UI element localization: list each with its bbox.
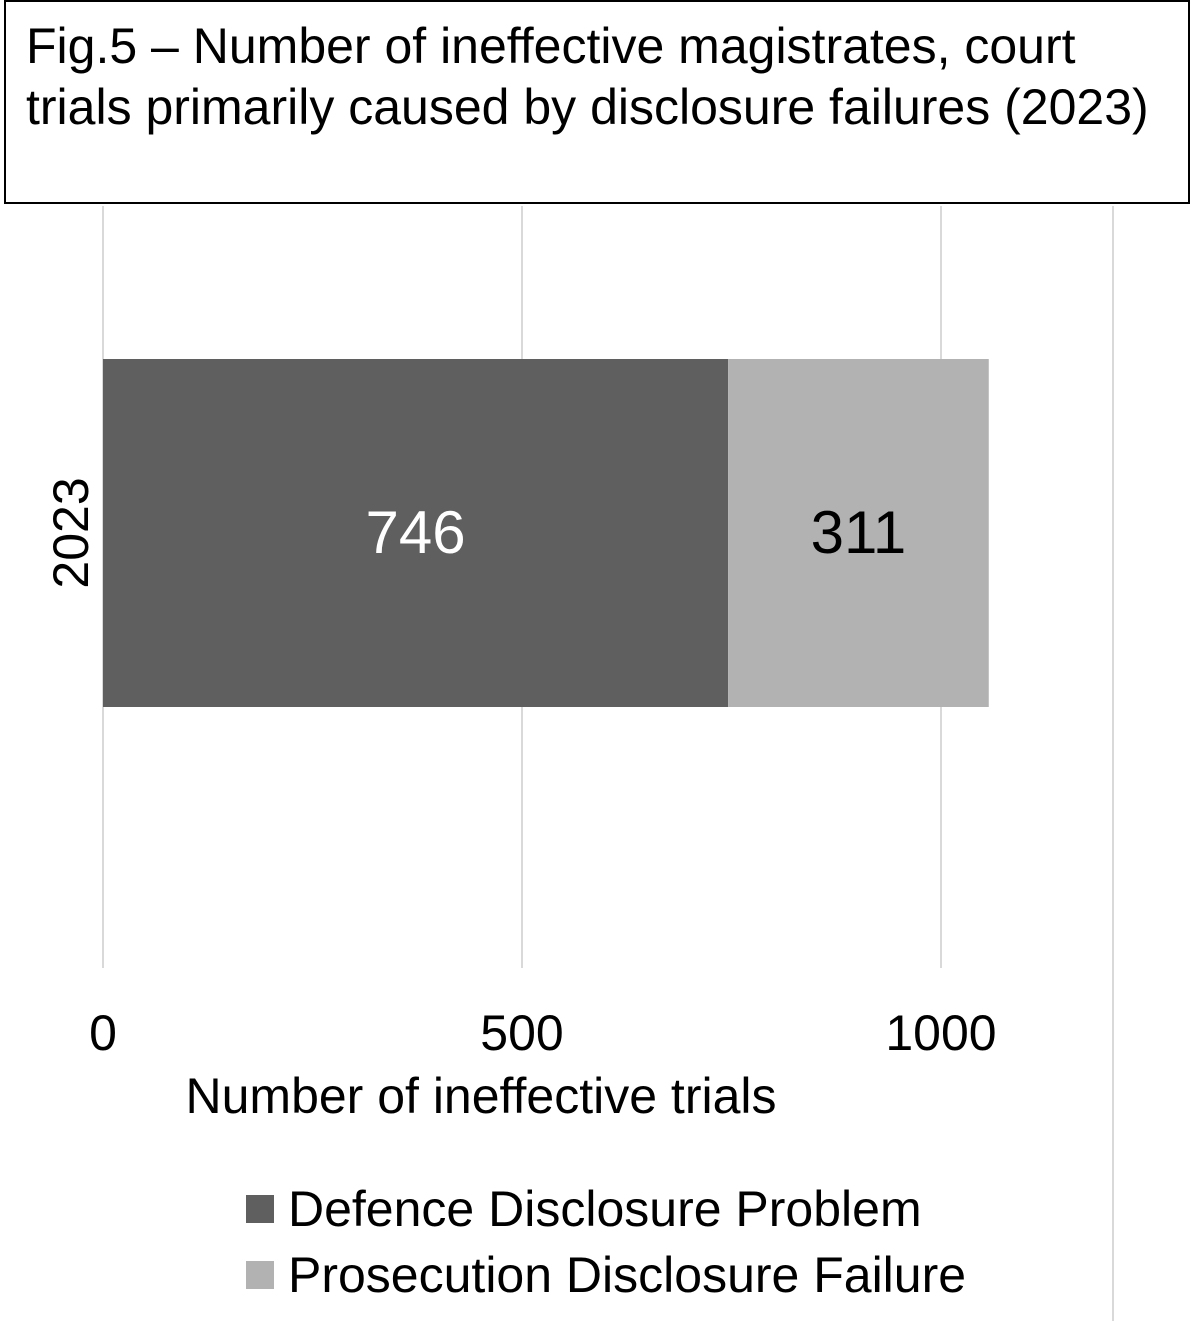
legend-label-defence: Defence Disclosure Problem bbox=[288, 1181, 922, 1237]
x-tick-label-0: 0 bbox=[89, 1005, 117, 1061]
chart-frame-right bbox=[1112, 206, 1114, 1321]
legend-swatch-prosecution bbox=[246, 1261, 274, 1289]
data-label-2023-series-0: 746 bbox=[366, 499, 466, 566]
legend: Defence Disclosure Problem Prosecution D… bbox=[246, 1176, 966, 1308]
x-tick-label-500: 500 bbox=[480, 1005, 563, 1061]
legend-swatch-defence bbox=[246, 1195, 274, 1223]
data-labels: 746 311 bbox=[366, 499, 907, 566]
bar-2023-series-1 bbox=[728, 359, 989, 707]
x-tick-label-1000: 1000 bbox=[885, 1005, 996, 1061]
legend-label-prosecution: Prosecution Disclosure Failure bbox=[288, 1247, 967, 1303]
data-label-2023-series-1: 311 bbox=[811, 499, 907, 566]
y-axis-categories: 2023 bbox=[43, 477, 99, 588]
x-axis-title: Number of ineffective trials bbox=[186, 1068, 777, 1124]
chart-title: Fig.5 – Number of ineffective magistrate… bbox=[4, 0, 1190, 204]
legend-item-defence: Defence Disclosure Problem bbox=[246, 1176, 966, 1242]
bar-2023-series-0 bbox=[103, 359, 729, 707]
legend-item-prosecution: Prosecution Disclosure Failure bbox=[246, 1242, 966, 1308]
y-category-label-2023: 2023 bbox=[43, 477, 99, 588]
bars bbox=[103, 359, 989, 707]
x-axis-ticks: 0 500 1000 bbox=[89, 1005, 997, 1061]
